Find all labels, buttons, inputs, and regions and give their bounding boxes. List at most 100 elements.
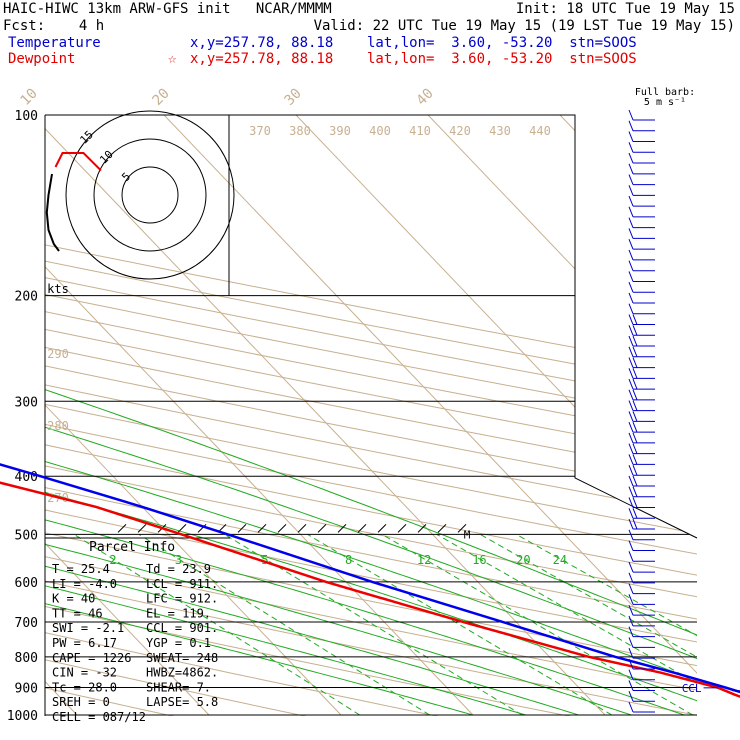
wind-barb [628,604,655,616]
wind-barb-feather [628,195,634,207]
dry-adiabat-line [45,115,697,716]
dry-adiabat-line [45,115,697,716]
dry-adiabat-line [45,115,628,716]
wind-barb [628,561,655,573]
hodograph-units-label: kts [47,282,69,296]
wind-barb-feather [628,465,634,476]
wind-barb [628,465,655,476]
wind-barb-feather [628,335,634,347]
isotherm-line [45,115,210,716]
wind-barb [628,497,655,508]
dry-adiabat-line [45,115,697,716]
wind-barb-feather [628,594,634,605]
mixing-ratio-line [138,533,430,716]
wind-barb-feather [628,346,634,357]
hatch-mark [377,524,387,533]
pressure-label: 300 [15,395,38,410]
wind-barb [628,518,655,530]
dry-adiabat-line [45,115,697,716]
hatch-mark [297,524,307,533]
hodograph-trace [45,173,60,252]
wind-barb [628,615,655,627]
pressure-label: 1000 [7,709,38,724]
wind-barb [628,185,655,196]
parcel-info-left: SREH = 0 [52,695,110,709]
wind-barb-feather [632,443,638,454]
wind-barb-feather [628,583,634,594]
theta-label: 370 [249,124,271,138]
parcel-info-right: SHEAR= 7. [146,680,211,694]
wind-barb [628,454,655,465]
dewpoint-star-icon: ☆ [168,51,177,67]
parcel-info-right: SWEAT= 248 [146,651,218,665]
wind-barb-feather [628,303,634,314]
hodograph-ring-label: 10 [97,148,116,167]
wind-barb-feather [628,368,634,379]
barb-legend-line1: Full barb: [635,87,695,98]
wind-barb-feather [628,680,634,691]
init-time: Init: 18 UTC Tue 19 May 15 [515,1,735,17]
wind-barb-feather [628,637,634,648]
wind-barb [628,680,655,691]
wind-barb [628,691,655,702]
wind-barb-feather [632,368,638,379]
parcel-info-left: CELL = 087/12 [52,710,146,724]
temperature-legend-info: x,y=257.78, 88.18 lat,lon= 3.60, -53.20 … [190,35,637,51]
theta-label: 410 [409,124,431,138]
wind-barb [628,400,655,412]
theta-label: 420 [449,124,471,138]
dry-adiabat-line [45,115,697,716]
wind-barb [628,335,655,347]
parcel-info-right: Td = 23.9 [146,562,211,576]
mixing-ratio-line [479,533,697,716]
hatch-mark [317,524,327,533]
isotherm-label: 30 [282,86,305,109]
wind-barb-feather [632,378,638,390]
wind-barb [628,411,655,422]
dry-adiabat-line [45,115,697,716]
wind-barb [628,421,655,433]
wind-barb-feather [628,454,634,465]
parcel-info-left: TT = 46 [52,606,103,620]
hodograph-ring [65,110,235,280]
wind-barb-feather [628,314,634,325]
hatch-mark [177,524,187,533]
hatch-mark [457,524,467,533]
parcel-info-left: T = 25.4 [52,562,110,576]
wind-barb-feather [628,691,634,702]
wind-barb-feather [632,421,638,433]
hatch-mark [137,524,147,533]
wind-barb-feather [628,669,634,680]
wind-barb-feather [628,647,634,659]
wind-barb-feather [628,120,634,131]
parcel-info-left: LI = -4.0 [52,577,117,591]
wind-barb [628,325,655,336]
wind-barb [628,658,655,670]
wind-barb-feather [628,475,634,487]
wind-barb-feather [628,626,634,637]
theta-label: 280 [47,419,69,433]
wind-barb [628,701,655,713]
wind-barb [628,303,655,315]
dry-adiabat-line [45,115,697,716]
isotherm-line [427,115,697,716]
wind-barb-feather [628,109,634,121]
wind-barb [628,551,655,562]
wind-barb-feather [628,497,634,508]
dry-adiabat-line [45,115,494,716]
wind-barb-feather [628,325,634,336]
wind-barb [628,669,655,681]
wind-barb-feather [632,497,638,508]
wind-barb-feather [628,131,634,142]
mixing-ratio-label: 8 [345,553,352,567]
hatch-mark [437,524,447,533]
wind-barb-feather [632,357,638,368]
parcel-info-title: Parcel Info [89,540,175,555]
wind-barb-feather [628,228,634,239]
wind-barb-feather [628,658,634,670]
wind-barb [628,142,655,153]
pressure-label: 100 [15,109,38,124]
parcel-info-left: CAPE = 1226 [52,651,131,665]
dewpoint-legend-label: Dewpoint [8,51,76,67]
